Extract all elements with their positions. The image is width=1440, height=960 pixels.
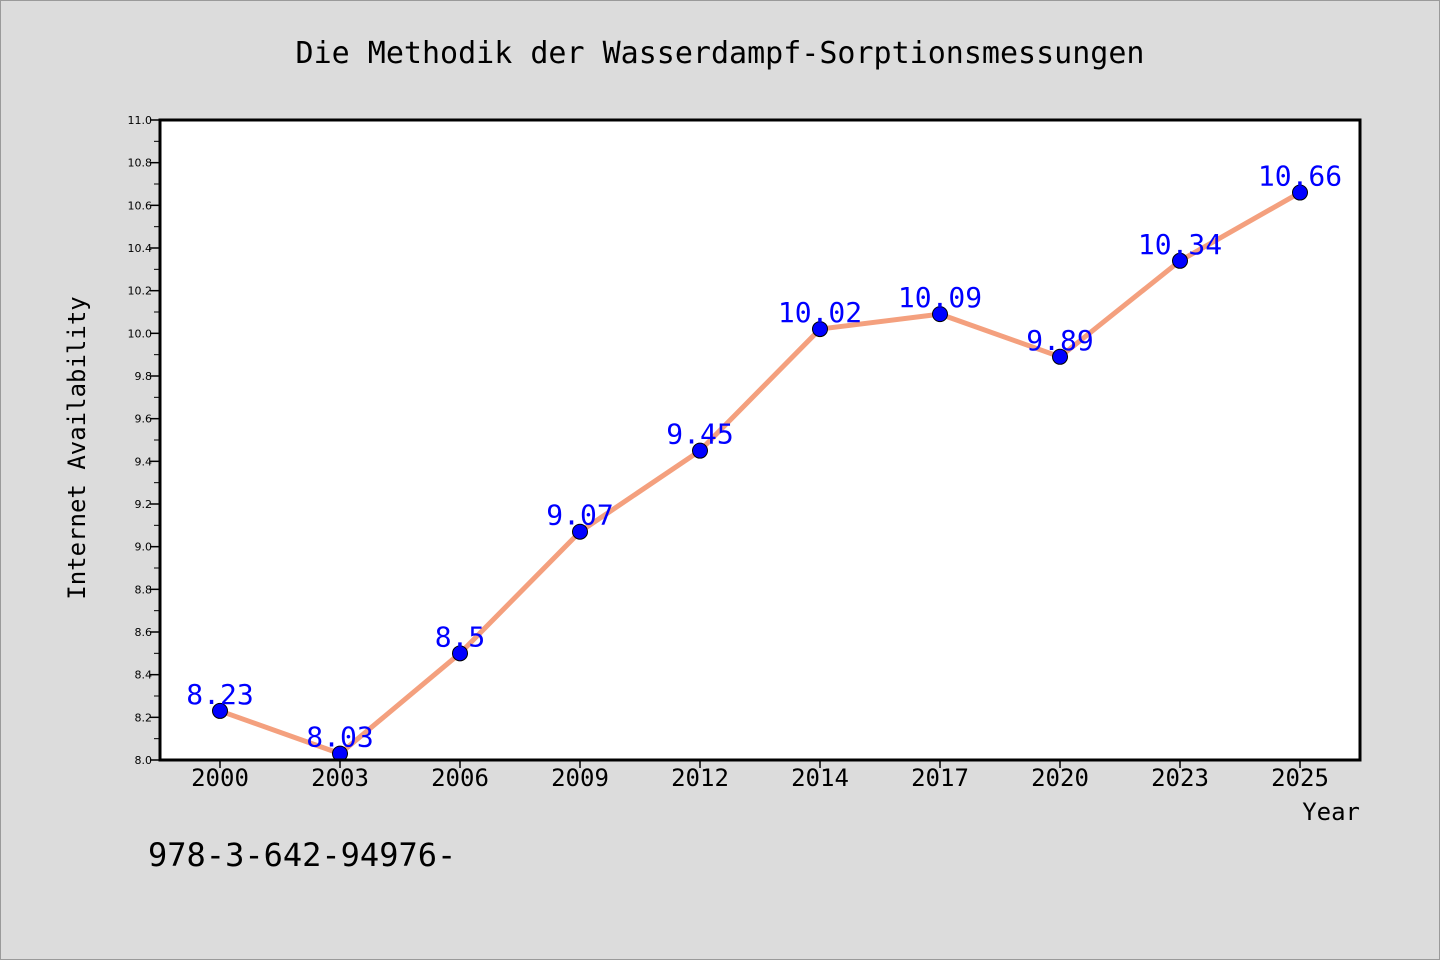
plot-area xyxy=(160,120,1360,760)
y-tick-label: 8.6 xyxy=(135,626,153,639)
x-tick-label: 2014 xyxy=(791,764,849,792)
plot-border xyxy=(158,118,1362,762)
data-label: 10.09 xyxy=(898,281,982,314)
y-tick-label: 9.2 xyxy=(135,498,153,511)
data-points xyxy=(212,184,1308,762)
y-tick-label: 8.8 xyxy=(135,583,153,596)
x-tick-label: 2023 xyxy=(1151,764,1209,792)
data-point xyxy=(692,442,708,459)
x-tick-label: 2025 xyxy=(1271,764,1329,792)
data-label: 8.03 xyxy=(306,721,373,754)
y-tick-label: 8.0 xyxy=(135,754,153,767)
data-label: 9.45 xyxy=(666,418,733,451)
chart-title: Die Methodik der Wasserdampf-Sorptionsme… xyxy=(296,36,1145,71)
x-tick-label: 2009 xyxy=(551,764,609,792)
data-point xyxy=(1052,348,1068,365)
y-tick-label: 11.0 xyxy=(128,114,153,127)
data-point xyxy=(212,702,228,719)
data-point xyxy=(932,306,948,323)
data-label: 10.66 xyxy=(1258,160,1342,193)
y-tick-label: 8.4 xyxy=(135,669,153,682)
data-point xyxy=(1172,252,1188,269)
x-tick-label: 2012 xyxy=(671,764,729,792)
y-axis: 8.0 8.2 8.4 8.6 8.8 9.0 9.2 9.4 9.6 9.8 10.0 10.2 10… xyxy=(128,114,160,767)
x-tick-label: 2003 xyxy=(311,764,369,792)
data-point xyxy=(452,645,468,662)
y-tick-label: 9.6 xyxy=(135,413,153,426)
x-axis: 2000 2003 2006 2009 2012 2014 2017 2020 2023 2025 xyxy=(191,760,1329,792)
data-label: 9.89 xyxy=(1026,324,1093,357)
y-tick-label: 10.2 xyxy=(128,285,153,298)
x-tick-label: 2006 xyxy=(431,764,489,792)
y-tick-label: 10.6 xyxy=(128,199,153,212)
data-label: 9.07 xyxy=(546,499,613,532)
data-labels: 8.23 8.03 8.5 9.07 9.45 10.02 10.09 9.89 10.34 10… xyxy=(186,160,1342,754)
y-tick-label: 10.8 xyxy=(128,157,153,170)
y-tick-label: 9.8 xyxy=(135,370,153,383)
y-tick-label: 10.4 xyxy=(128,242,153,255)
y-axis-label: Internet Availability xyxy=(63,296,91,599)
y-tick-label: 9.0 xyxy=(135,541,153,554)
data-label: 10.34 xyxy=(1138,228,1222,261)
data-point xyxy=(572,523,588,540)
x-tick-label: 2017 xyxy=(911,764,969,792)
x-tick-label: 2000 xyxy=(191,764,249,792)
data-label: 10.02 xyxy=(778,296,862,329)
data-label: 8.23 xyxy=(186,678,253,711)
isbn-text: 978-3-642-94976- xyxy=(148,836,456,874)
y-tick-label: 9.4 xyxy=(135,455,153,468)
data-point xyxy=(1292,184,1308,201)
data-point xyxy=(812,321,828,338)
series-line xyxy=(217,190,1303,757)
y-tick-label: 8.2 xyxy=(135,711,153,724)
x-axis-label: Year xyxy=(1302,798,1360,826)
y-tick-label: 10.0 xyxy=(128,327,153,340)
x-tick-label: 2020 xyxy=(1031,764,1089,792)
data-label: 8.5 xyxy=(435,620,486,653)
